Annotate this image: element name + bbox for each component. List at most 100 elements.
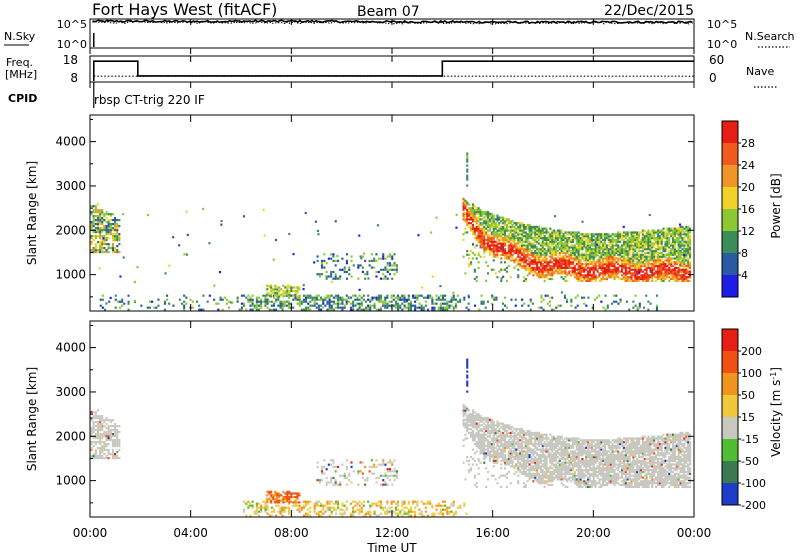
power-cell [575, 237, 578, 240]
power-cell [549, 268, 552, 271]
velocity-cell [488, 435, 491, 438]
power-cell [536, 246, 539, 249]
velocity-cell [507, 444, 510, 447]
velocity-cell [294, 496, 297, 499]
power-cell [326, 302, 329, 305]
power-cell [689, 272, 692, 275]
power-cell [581, 270, 584, 273]
power-cell [519, 263, 522, 266]
velocity-cell [321, 472, 324, 475]
power-cell [362, 298, 365, 301]
velocity-cell [109, 435, 112, 438]
power-cell [560, 261, 563, 264]
power-cell [386, 302, 389, 305]
velocity-cell [94, 417, 97, 420]
velocity-cell [448, 506, 451, 509]
velocity-cell [345, 459, 348, 462]
velocity-cell [407, 500, 410, 503]
velocity-cell [305, 500, 308, 503]
power-cell [524, 253, 527, 256]
power-cell [278, 286, 281, 289]
power-cell [519, 229, 522, 232]
power-cell [471, 214, 474, 217]
velocity-cell [286, 490, 289, 493]
power-cell [247, 300, 250, 303]
power-cell [592, 257, 595, 260]
power-cell [505, 237, 508, 240]
velocity-cell [490, 439, 493, 442]
power-cell [504, 244, 507, 247]
power-cell [630, 233, 633, 236]
velocity-cell [341, 512, 344, 515]
power-cell [655, 259, 658, 262]
power-cell [594, 237, 597, 240]
power-cell [611, 261, 614, 264]
power-cell [600, 246, 603, 249]
velocity-cell [371, 502, 374, 505]
power-cell [519, 250, 522, 253]
velocity-cell [466, 420, 469, 423]
power-cell [681, 264, 684, 268]
power-cell [689, 242, 692, 245]
power-cell [429, 294, 432, 297]
power-cell [609, 242, 612, 245]
power-cell [687, 253, 690, 256]
power-cell [157, 298, 160, 301]
power-cell [307, 302, 310, 305]
power-cell [681, 276, 684, 279]
velocity-cell [502, 452, 505, 455]
power-cell [454, 302, 457, 305]
power-cell [401, 308, 404, 311]
velocity-cell [412, 510, 415, 513]
power-cell [685, 250, 688, 253]
power-cell [290, 288, 293, 291]
velocity-cell [270, 514, 273, 517]
power-cell [613, 294, 616, 297]
power-cell [683, 233, 686, 236]
power-cell [564, 261, 567, 264]
power-cell [568, 261, 571, 264]
power-cell [638, 279, 641, 282]
power-cell [607, 272, 610, 275]
power-cell [507, 244, 510, 247]
power-cell [643, 251, 646, 255]
velocity-cell [282, 490, 285, 493]
power-cell [679, 235, 682, 238]
velocity-cell [111, 419, 114, 422]
power-cell [551, 231, 554, 234]
power-cell [104, 308, 107, 311]
velocity-cell [515, 443, 518, 446]
power-cell [556, 242, 559, 245]
power-cell [418, 294, 421, 297]
power-cell [492, 225, 495, 228]
velocity-cell [386, 512, 389, 515]
power-cell [477, 231, 480, 234]
power-cell [517, 225, 520, 228]
velocity-cell [409, 508, 412, 511]
power-cell [446, 300, 449, 303]
power-cell [507, 251, 510, 255]
velocity-cell [492, 431, 495, 434]
velocity-cell [502, 457, 505, 461]
power-cell [590, 257, 593, 260]
power-cell [500, 237, 503, 240]
power-cell [588, 270, 591, 273]
power-cell [474, 304, 477, 307]
power-cell [551, 235, 554, 238]
velocity-cell [296, 494, 299, 497]
velocity-cell [272, 496, 275, 499]
velocity-cell [407, 510, 410, 513]
velocity-cell [509, 443, 512, 446]
velocity-cell [488, 457, 491, 461]
power-cell [687, 251, 690, 255]
power-cell [653, 237, 656, 240]
velocity-cell [397, 504, 400, 507]
power-cell [598, 242, 601, 245]
power-cell [483, 229, 486, 232]
power-cell [689, 257, 692, 260]
velocity-cell [323, 472, 326, 475]
power-cell [92, 247, 95, 250]
velocity-cell [488, 452, 491, 455]
power-cell [604, 244, 607, 247]
power-cell [101, 306, 104, 309]
